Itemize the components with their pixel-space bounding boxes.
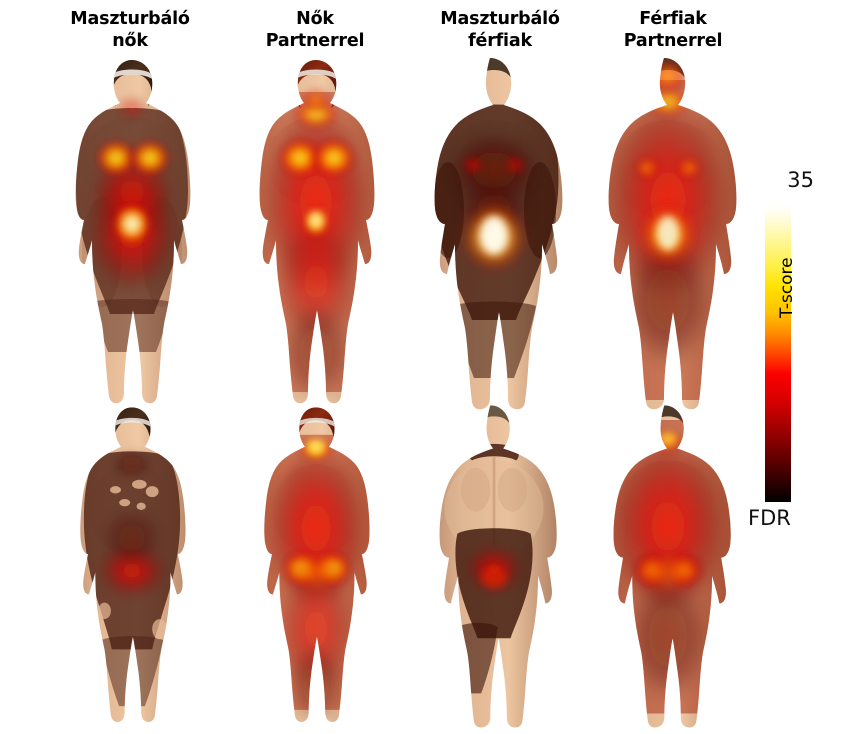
colorbar-gradient [765,204,791,502]
body-panel-women-with-partner-front [246,52,386,412]
column-header-masturbating-women: Maszturbáló nők [35,8,225,52]
body-panel-masturbating-men-front [418,50,570,412]
female-body-back [264,407,370,722]
column-header-line1: Nők [296,9,334,29]
column-header-women-with-partner: Nők Partnerrel [220,8,410,52]
column-header-line2: férfiak [468,31,532,52]
column-header-line2: nők [112,31,148,52]
body-panel-masturbating-women-back [62,400,202,730]
female-body-front [259,60,375,404]
body-panel-women-with-partner-back [246,400,386,730]
colorbar-legend: 35 T-score FDR [742,168,846,536]
colorbar-min-label: FDR [748,506,791,530]
female-body-back [80,407,186,722]
body-panel-masturbating-men-back [418,398,570,730]
colorbar-axis-title: T-score [777,257,797,318]
colorbar-max-label: 35 [787,168,814,192]
column-header-line1: Maszturbáló [440,9,560,29]
column-header-line1: Férfiak [639,9,707,29]
column-header-line1: Maszturbáló [70,9,190,29]
female-body-front [75,60,191,404]
male-body-back [439,405,557,728]
body-panel-men-with-partner-front [592,50,744,412]
body-panel-masturbating-women-front [62,52,202,412]
male-body-back [613,405,731,728]
column-header-line2: Partnerrel [623,31,723,52]
male-body-front [608,58,737,410]
column-header-masturbating-men: Maszturbáló férfiak [405,8,595,52]
male-body-front [434,58,563,410]
body-panel-men-with-partner-back [592,398,744,730]
column-header-men-with-partner: Férfiak Partnerrel [578,8,768,52]
column-header-line2: Partnerrel [265,31,365,52]
